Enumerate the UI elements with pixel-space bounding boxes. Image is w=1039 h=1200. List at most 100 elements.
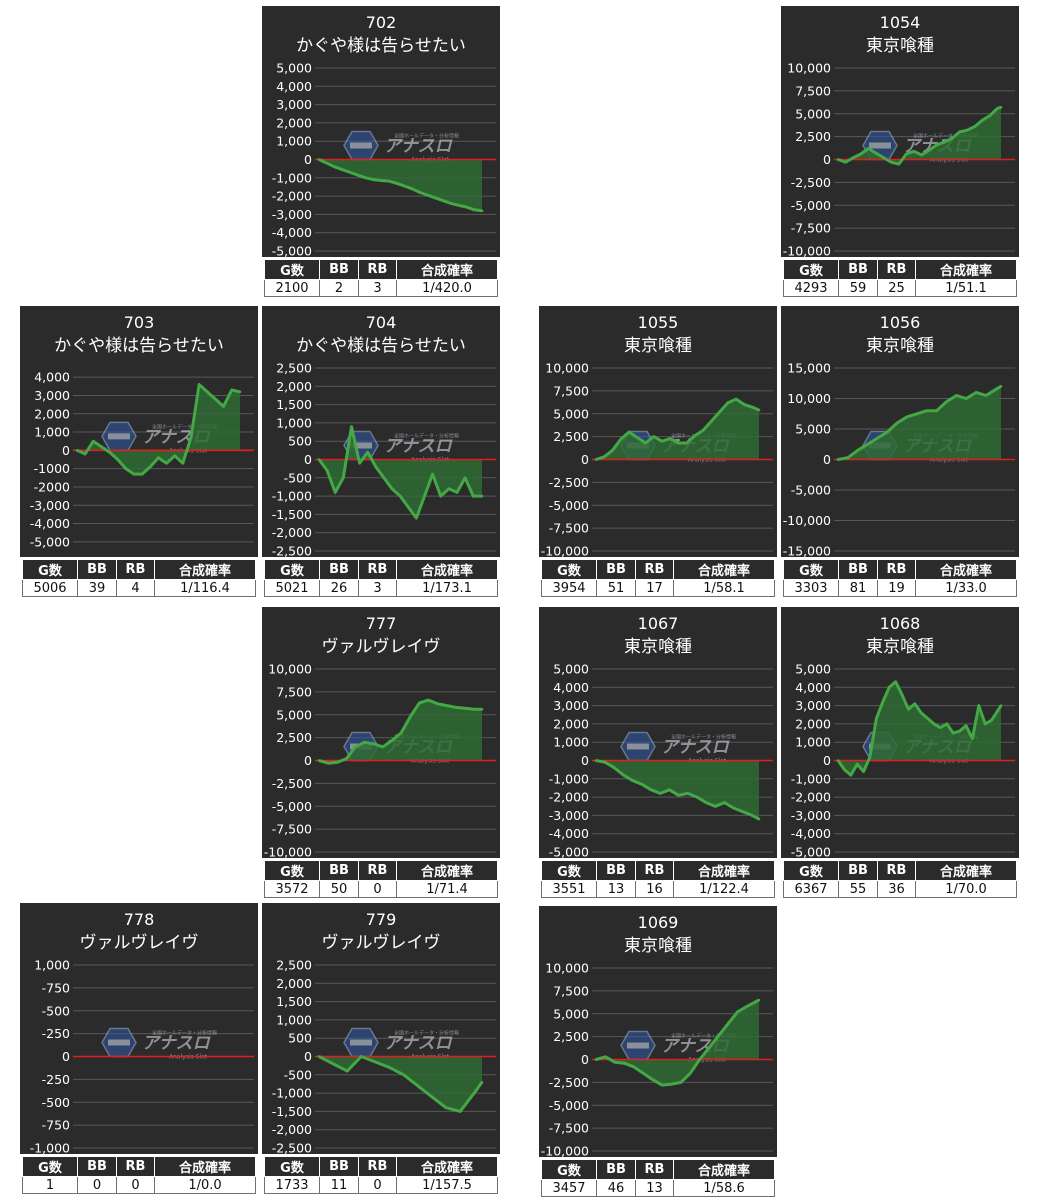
- data-point: [480, 707, 484, 711]
- y-tick-label: -2,000: [549, 790, 589, 805]
- data-point: [751, 406, 754, 409]
- stats-header-games: G数: [541, 860, 597, 881]
- y-tick-label: 0: [62, 443, 70, 458]
- data-point: [757, 998, 761, 1002]
- y-tick-label: -10,000: [264, 845, 312, 859]
- data-point: [693, 434, 697, 438]
- svg-text:アナスロ: アナスロ: [384, 137, 453, 157]
- area-fill: [596, 1000, 759, 1086]
- machine-number: 1068: [880, 614, 921, 633]
- y-tick-label: 500: [288, 434, 312, 449]
- data-point: [868, 755, 872, 759]
- stats-header-games: G数: [264, 259, 320, 280]
- stats-value-rb: 36: [877, 880, 916, 898]
- y-tick-label: -3,000: [549, 808, 589, 823]
- data-point: [603, 761, 607, 764]
- data-point: [427, 698, 430, 702]
- data-point: [374, 1060, 377, 1064]
- data-point: [984, 394, 988, 397]
- machine-number: 777: [366, 614, 397, 633]
- data-point: [426, 193, 429, 197]
- y-tick-label: -2,500: [549, 475, 589, 490]
- data-point: [325, 469, 329, 472]
- data-point: [849, 773, 853, 777]
- data-point: [932, 722, 936, 726]
- data-point: [631, 779, 635, 782]
- machine-panel-702: 702 かぐや様は告らせたい 5,000 4,000 3,000 2,000 1,000 0 -…: [262, 6, 500, 297]
- data-point: [108, 450, 111, 454]
- stats-value-bb: 0: [77, 1176, 117, 1194]
- data-point: [458, 1110, 462, 1113]
- y-tick-label: -4,000: [791, 826, 831, 841]
- data-point: [939, 726, 942, 729]
- data-point: [100, 445, 103, 448]
- data-point: [895, 421, 899, 425]
- data-point: [333, 165, 336, 169]
- stats-header-games: G数: [783, 259, 839, 280]
- stats-header-bb: BB: [838, 860, 878, 881]
- y-tick-label: 5,000: [795, 106, 831, 121]
- data-point: [651, 1078, 654, 1081]
- y-tick-label: 5,000: [553, 406, 589, 421]
- y-tick-label: 10,000: [787, 61, 831, 76]
- data-point: [205, 390, 209, 394]
- data-point: [641, 1071, 645, 1075]
- data-point: [726, 1022, 730, 1026]
- data-point: [214, 397, 217, 401]
- data-point: [945, 400, 948, 403]
- y-tick-label: 2,500: [276, 361, 312, 376]
- machine-panel-1054: 1054 東京喰種 10,000 7,500 5,000 2,500 0 -2,500 -5,0…: [781, 6, 1019, 297]
- y-tick-label: 2,000: [276, 976, 312, 991]
- data-point: [189, 436, 193, 439]
- data-point: [905, 415, 909, 419]
- area-fill: [77, 384, 240, 475]
- data-point: [734, 397, 738, 401]
- machine-title: かぐや様は告らせたい: [296, 336, 466, 356]
- stats-header-rb: RB: [877, 559, 916, 580]
- y-tick-label: -7,500: [272, 822, 312, 837]
- stats-header-bb: BB: [319, 559, 359, 580]
- data-point: [900, 693, 904, 696]
- y-tick-label: -10,000: [783, 513, 831, 528]
- data-point: [335, 761, 339, 764]
- data-point: [622, 1061, 626, 1065]
- y-tick-label: 4,000: [553, 680, 589, 695]
- y-tick-label: -1,500: [272, 1104, 312, 1119]
- y-tick-label: 1,000: [553, 735, 589, 750]
- data-point: [977, 704, 981, 707]
- graph-704: 704 かぐや様は告らせたい 2,500 2,000 1,500 1,000 500 0 -50…: [262, 306, 500, 557]
- data-point: [181, 461, 185, 465]
- stats-header-bb: BB: [319, 259, 359, 280]
- stats-value-rate: 1/0.0: [154, 1176, 256, 1194]
- data-point: [594, 759, 598, 762]
- data-point: [726, 401, 730, 405]
- machine-number: 1054: [880, 13, 921, 32]
- machine-number: 1055: [638, 313, 679, 332]
- y-tick-label: 10,000: [545, 361, 589, 376]
- y-tick-label: 0: [823, 152, 831, 167]
- data-point: [463, 707, 467, 710]
- stats-value-games: 5021: [264, 579, 320, 597]
- svg-text:全国ホールデータ・分析情報: 全国ホールデータ・分析情報: [913, 133, 978, 140]
- y-tick-label: -7,500: [791, 221, 831, 236]
- y-tick-label: -250: [42, 1072, 70, 1087]
- y-tick-label: -5,000: [549, 498, 589, 513]
- y-tick-label: -3,000: [272, 207, 312, 222]
- stats-value-rb: 0: [358, 880, 397, 898]
- y-tick-label: -500: [42, 1095, 70, 1110]
- y-tick-label: -2,500: [272, 776, 312, 791]
- stats-header-bb: BB: [596, 1159, 636, 1180]
- data-point: [416, 1084, 420, 1088]
- data-point: [635, 436, 639, 439]
- stats-header-rb: RB: [358, 559, 397, 580]
- stats-value-rb: 17: [635, 579, 674, 597]
- graph-1068: 1068 東京喰種 5,000 4,000 3,000 2,000 1,000 0 -1,000…: [781, 607, 1019, 858]
- data-point: [846, 456, 850, 459]
- data-point: [403, 184, 406, 188]
- data-point: [471, 494, 475, 498]
- data-point: [964, 724, 968, 728]
- data-point: [333, 491, 337, 494]
- stats-table: G数 BB RB 合成確率 3954 51 17 1/58.1: [541, 559, 775, 597]
- y-tick-label: 0: [304, 753, 312, 768]
- data-point: [358, 461, 361, 465]
